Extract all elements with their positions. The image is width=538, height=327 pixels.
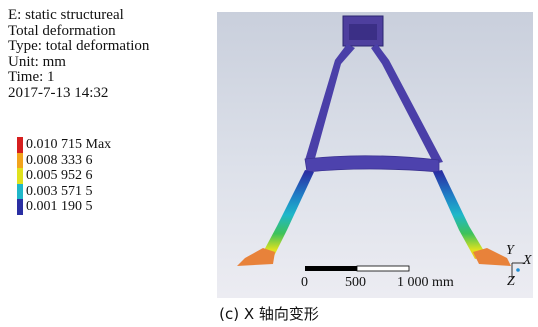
legend-swatch bbox=[17, 137, 23, 153]
legend-row: 0.010 715 Max bbox=[17, 137, 111, 153]
result-name: Total deformation bbox=[8, 22, 116, 39]
result-info-block: E: static structureal Total deformation … bbox=[8, 7, 150, 101]
triad-y-label: Y bbox=[506, 243, 514, 258]
result-date: 2017-7-13 14:32 bbox=[8, 84, 109, 101]
scale-tick-1000: 1 000 mm bbox=[397, 275, 454, 290]
legend-swatch bbox=[17, 199, 23, 215]
triad-z-label: Z bbox=[507, 274, 515, 289]
model-viewport[interactable]: 0 500 1 000 mm Y X Z bbox=[217, 12, 533, 298]
triad-x-label: X bbox=[523, 253, 532, 268]
legend-label: 0.001 190 5 bbox=[26, 199, 93, 215]
frame-model-graphic bbox=[237, 15, 525, 278]
figure-caption: (c) X 轴向变形 bbox=[219, 305, 319, 323]
result-type: Type: total deformation bbox=[8, 38, 150, 54]
result-time: Time: 1 bbox=[8, 69, 55, 85]
legend-label: 0.008 333 6 bbox=[26, 152, 93, 168]
legend-row: 0.003 571 5 bbox=[17, 183, 111, 199]
legend-label: 0.005 952 6 bbox=[26, 168, 93, 184]
legend-row: 0.005 952 6 bbox=[17, 168, 111, 184]
legend-label: 0.010 715 Max bbox=[26, 137, 112, 153]
analysis-name: E: static structureal bbox=[8, 7, 124, 23]
legend-row: 0.001 190 5 bbox=[17, 199, 111, 215]
legend-swatch bbox=[17, 152, 23, 168]
legend-swatch bbox=[17, 183, 23, 199]
legend-swatch bbox=[17, 168, 23, 184]
color-legend: 0.010 715 Max 0.008 333 6 0.005 952 6 0.… bbox=[17, 137, 111, 215]
scale-tick-500: 500 bbox=[345, 275, 366, 290]
result-unit: Unit: mm bbox=[8, 53, 66, 70]
legend-row: 0.008 333 6 bbox=[17, 152, 111, 168]
scale-tick-0: 0 bbox=[301, 275, 308, 290]
legend-label: 0.003 571 5 bbox=[26, 183, 93, 199]
